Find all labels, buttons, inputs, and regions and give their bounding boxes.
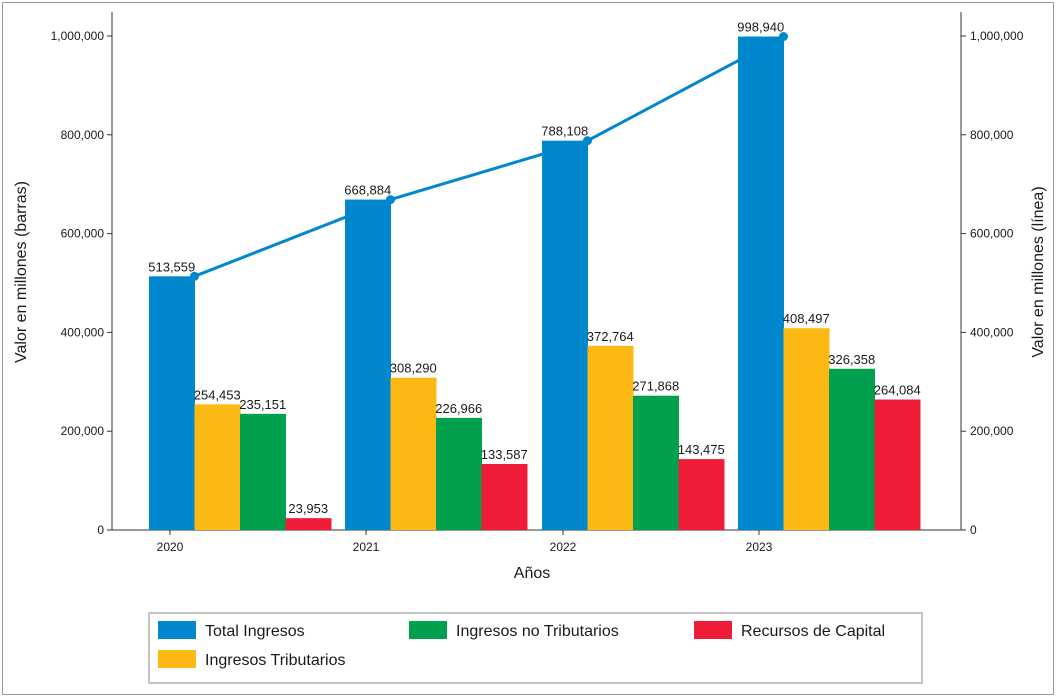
bar-data-label: 254,453 — [194, 387, 241, 402]
y-tick-label-right: 1,000,000 — [970, 29, 1024, 43]
bar-data-label: 264,084 — [874, 383, 921, 398]
trend-line-point — [779, 32, 788, 42]
bar-recursos-de-capital — [874, 399, 921, 530]
bar-data-label: 23,953 — [288, 501, 328, 516]
bar-total-ingresos — [542, 140, 588, 530]
y-tick-label-left: 0 — [97, 523, 104, 537]
legend: Total Ingresos Ingresos no Tributarios Rec… — [148, 612, 923, 684]
bar-data-label: 408,497 — [783, 311, 830, 326]
legend-swatch — [409, 621, 447, 639]
y-axis-title-left: Valor en millones (barras) — [13, 181, 30, 363]
bar-data-label: 788,108 — [541, 124, 588, 139]
bar-ingresos-tributarios — [194, 404, 241, 530]
y-tick-label-left: 600,000 — [61, 227, 105, 241]
bar-data-label: 143,475 — [678, 442, 725, 457]
bar-ingresos-no-tributarios — [436, 417, 482, 530]
bar-data-label: 513,559 — [148, 259, 195, 274]
legend-swatch — [694, 621, 732, 639]
bar-ingresos-tributarios — [390, 377, 437, 530]
y-axis-title-right: Valor en millones (línea) — [1030, 186, 1047, 357]
trend-line — [190, 32, 788, 281]
y-tick-label-left: 800,000 — [61, 128, 105, 142]
trend-line-path — [193, 35, 785, 278]
bar-ingresos-no-tributarios — [633, 395, 679, 530]
legend-label: Total Ingresos — [205, 623, 305, 640]
bar-ingresos-no-tributarios — [240, 413, 286, 530]
bar-recursos-de-capital — [285, 518, 332, 530]
bar-data-label: 668,884 — [344, 183, 391, 198]
bar-total-ingresos — [345, 199, 391, 531]
bar-data-label: 271,868 — [632, 379, 679, 394]
y-tick-label-left: 200,000 — [61, 424, 105, 438]
bar-total-ingresos — [149, 276, 195, 530]
bar-ingresos-tributarios — [783, 328, 830, 530]
x-tick-label: 2021 — [353, 540, 380, 554]
bar-data-label: 235,151 — [239, 397, 286, 412]
trend-line-point — [386, 195, 395, 205]
y-tick-label-right: 0 — [970, 523, 977, 537]
trend-line-point — [583, 136, 592, 146]
bar-ingresos-no-tributarios — [829, 368, 875, 530]
bar-data-label: 998,940 — [737, 20, 784, 35]
legend-label: Recursos de Capital — [741, 623, 885, 640]
bars — [149, 36, 921, 531]
x-axis-title: Años — [514, 565, 550, 582]
bar-recursos-de-capital — [678, 459, 725, 530]
x-tick-label: 2020 — [157, 540, 184, 554]
legend-box — [148, 612, 923, 684]
legend-swatch — [158, 621, 196, 639]
axes: 0 0 200,000 200,000 400,000 400,000 600,000 600… — [13, 12, 1047, 582]
data-labels: 513,559 668,884 788,108 998,940 254,453 308,2… — [148, 20, 921, 517]
x-tick-label: 2023 — [746, 540, 773, 554]
y-tick-label-right: 800,000 — [970, 128, 1014, 142]
bar-data-label: 226,966 — [435, 401, 482, 416]
bar-data-label: 372,764 — [587, 329, 634, 344]
legend-swatch — [158, 650, 196, 668]
bar-data-label: 326,358 — [828, 352, 875, 367]
y-tick-label-left: 1,000,000 — [51, 29, 105, 43]
bar-recursos-de-capital — [481, 464, 528, 530]
bar-total-ingresos — [738, 36, 784, 530]
bar-data-label: 133,587 — [481, 447, 528, 462]
y-tick-label-right: 400,000 — [970, 325, 1014, 339]
legend-label: Ingresos Tributarios — [205, 652, 346, 669]
y-tick-label-right: 200,000 — [970, 424, 1014, 438]
x-tick-label: 2022 — [550, 540, 577, 554]
trend-line-point — [190, 271, 199, 281]
y-tick-label-left: 400,000 — [61, 325, 105, 339]
bar-ingresos-tributarios — [587, 345, 634, 530]
legend-label: Ingresos no Tributarios — [456, 623, 619, 640]
y-tick-label-right: 600,000 — [970, 227, 1014, 241]
bar-data-label: 308,290 — [390, 361, 437, 376]
